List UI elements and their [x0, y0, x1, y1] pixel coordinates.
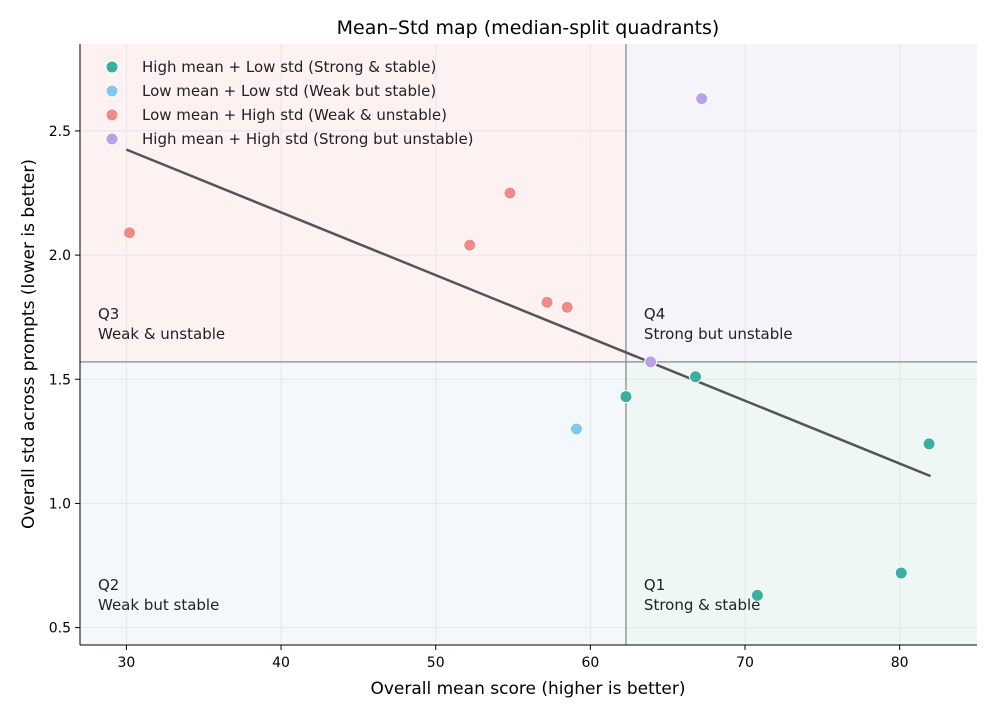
- y-axis-label: Overall std across prompts (lower is bet…: [19, 159, 39, 529]
- data-point-series-1: [894, 566, 908, 580]
- y-tick-label: 2.0: [49, 248, 71, 264]
- x-tick-label: 70: [736, 655, 754, 671]
- data-points: [122, 92, 936, 602]
- x-axis-label: Overall mean score (higher is better): [370, 679, 685, 699]
- legend: High mean + Low std (Strong & stable) Low…: [105, 58, 474, 148]
- q2-label-id: Q2: [98, 576, 119, 594]
- trend-line: [125, 148, 932, 478]
- y-tick-label: 1.5: [49, 372, 71, 388]
- data-point-series-1: [689, 370, 703, 384]
- y-ticks: 0.5 1.0 1.5 2.0 2.5: [49, 124, 80, 637]
- data-point-series-1: [750, 588, 764, 602]
- data-point-series-4: [695, 92, 709, 106]
- axes: [79, 44, 977, 646]
- data-point-series-3: [540, 295, 554, 309]
- q3-label-id: Q3: [98, 305, 119, 323]
- q3-background: [80, 44, 626, 362]
- data-point-series-2: [569, 422, 583, 436]
- chart-title: Mean–Std map (median-split quadrants): [337, 17, 720, 39]
- legend-label: High mean + Low std (Strong & stable): [142, 58, 436, 76]
- data-point-series-1: [619, 390, 633, 404]
- y-tick-label: 2.5: [49, 124, 71, 140]
- legend-marker: [105, 60, 119, 74]
- legend-label: Low mean + High std (Weak & unstable): [142, 106, 447, 124]
- legend-marker: [105, 132, 119, 146]
- x-tick-label: 50: [427, 655, 445, 671]
- q1-label-text: Strong & stable: [644, 596, 760, 614]
- x-tick-label: 60: [581, 655, 599, 671]
- data-point-series-3: [122, 226, 136, 240]
- data-point-series-3: [463, 238, 477, 252]
- x-tick-label: 80: [891, 655, 909, 671]
- q3-label-text: Weak & unstable: [98, 325, 225, 343]
- q4-label-id: Q4: [644, 305, 665, 323]
- y-tick-label: 1.0: [49, 496, 71, 512]
- legend-marker: [105, 84, 119, 98]
- q2-label-text: Weak but stable: [98, 596, 219, 614]
- data-point-series-1: [922, 437, 936, 451]
- quadrant-labels: Q3 Weak & unstable Q4 Strong but unstabl…: [98, 305, 793, 614]
- q4-background: [625, 44, 977, 362]
- legend-label: Low mean + Low std (Weak but stable): [142, 82, 436, 100]
- grid-lines: [80, 44, 977, 645]
- legend-marker: [105, 108, 119, 122]
- data-point-series-4: [644, 355, 658, 369]
- legend-label: High mean + High std (Strong but unstabl…: [142, 130, 474, 148]
- y-tick-label: 0.5: [49, 621, 71, 637]
- q1-label-id: Q1: [644, 576, 665, 594]
- data-point-series-3: [560, 300, 574, 314]
- x-tick-label: 40: [272, 655, 290, 671]
- x-ticks: 30 40 50 60 70 80: [117, 645, 909, 671]
- q4-label-text: Strong but unstable: [644, 325, 793, 343]
- x-tick-label: 30: [117, 655, 135, 671]
- median-lines: [80, 44, 977, 645]
- data-point-series-3: [503, 186, 517, 200]
